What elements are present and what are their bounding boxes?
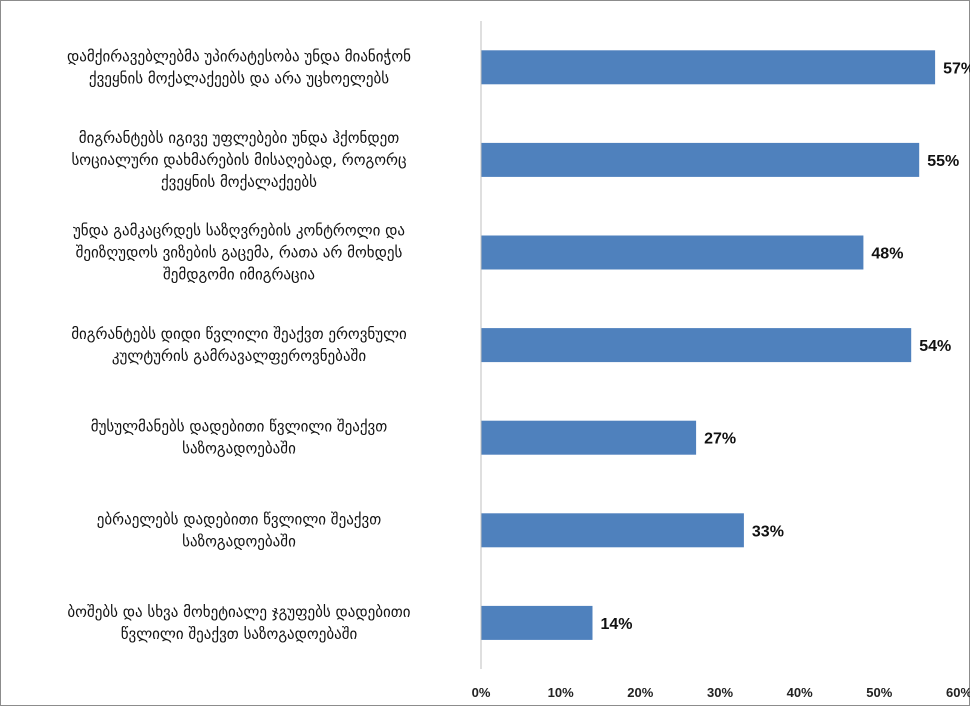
category-label: უნდა გამკაცრდეს საზღვრების კონტროლი და — [73, 222, 405, 240]
category-label: შეიზღუდოს ვიზების გაცემა, რათა არ მოხდეს — [76, 244, 403, 262]
x-tick-label: 0% — [472, 685, 491, 700]
bar — [481, 421, 696, 455]
x-tick-label: 50% — [866, 685, 892, 700]
category-label: საზოგადოებაში — [182, 532, 296, 550]
bar — [481, 143, 919, 177]
bar — [481, 606, 593, 640]
data-label: 55% — [927, 153, 959, 170]
category-label: სოციალური დახმარების მისაღებად, როგორც — [71, 151, 406, 169]
bar — [481, 513, 744, 547]
x-tick-label: 10% — [548, 685, 574, 700]
category-label: წვლილი შეაქვთ საზოგადოებაში — [121, 625, 358, 643]
category-label: კულტურის გამრავალფეროვნებაში — [112, 347, 366, 365]
x-tick-label: 40% — [787, 685, 813, 700]
category-label: საზოგადოებაში — [182, 440, 296, 458]
data-label: 48% — [871, 246, 903, 263]
data-label: 54% — [919, 338, 951, 355]
x-tick-label: 20% — [627, 685, 653, 700]
category-label: ბოშებს და სხვა მოხეტიალე ჯგუფებს დადებით… — [67, 603, 410, 621]
bars-layer — [481, 50, 935, 640]
bar — [481, 236, 863, 270]
category-label: ქვეყნის მოქალაქეებს და არა უცხოელებს — [89, 69, 389, 87]
bar — [481, 50, 935, 84]
data-label: 57% — [943, 60, 970, 77]
category-label: შემდგომი იმიგრაცია — [163, 266, 315, 284]
category-label: მიგრანტებს დიდი წვლილი შეაქვთ ეროვნული — [71, 325, 407, 343]
category-label: ებრაელებს დადებითი წვლილი შეაქვთ — [97, 510, 381, 528]
x-tick-label: 60% — [946, 685, 970, 700]
category-label: ქვეყნის მოქალაქეებს — [161, 173, 317, 191]
bar — [481, 328, 911, 362]
data-label: 33% — [752, 523, 784, 540]
category-label: მიგრანტებს იგივე უფლებები უნდა ჰქონდეთ — [79, 129, 399, 147]
category-label: დამქირავებლებმა უპირატესობა უნდა მიანიჭო… — [67, 47, 411, 65]
category-labels-layer: დამქირავებლებმა უპირატესობა უნდა მიანიჭო… — [67, 47, 411, 643]
category-label: მუსულმანებს დადებითი წვლილი შეაქვთ — [91, 418, 388, 436]
data-label: 14% — [601, 616, 633, 633]
x-tick-label: 30% — [707, 685, 733, 700]
data-label: 27% — [704, 431, 736, 448]
